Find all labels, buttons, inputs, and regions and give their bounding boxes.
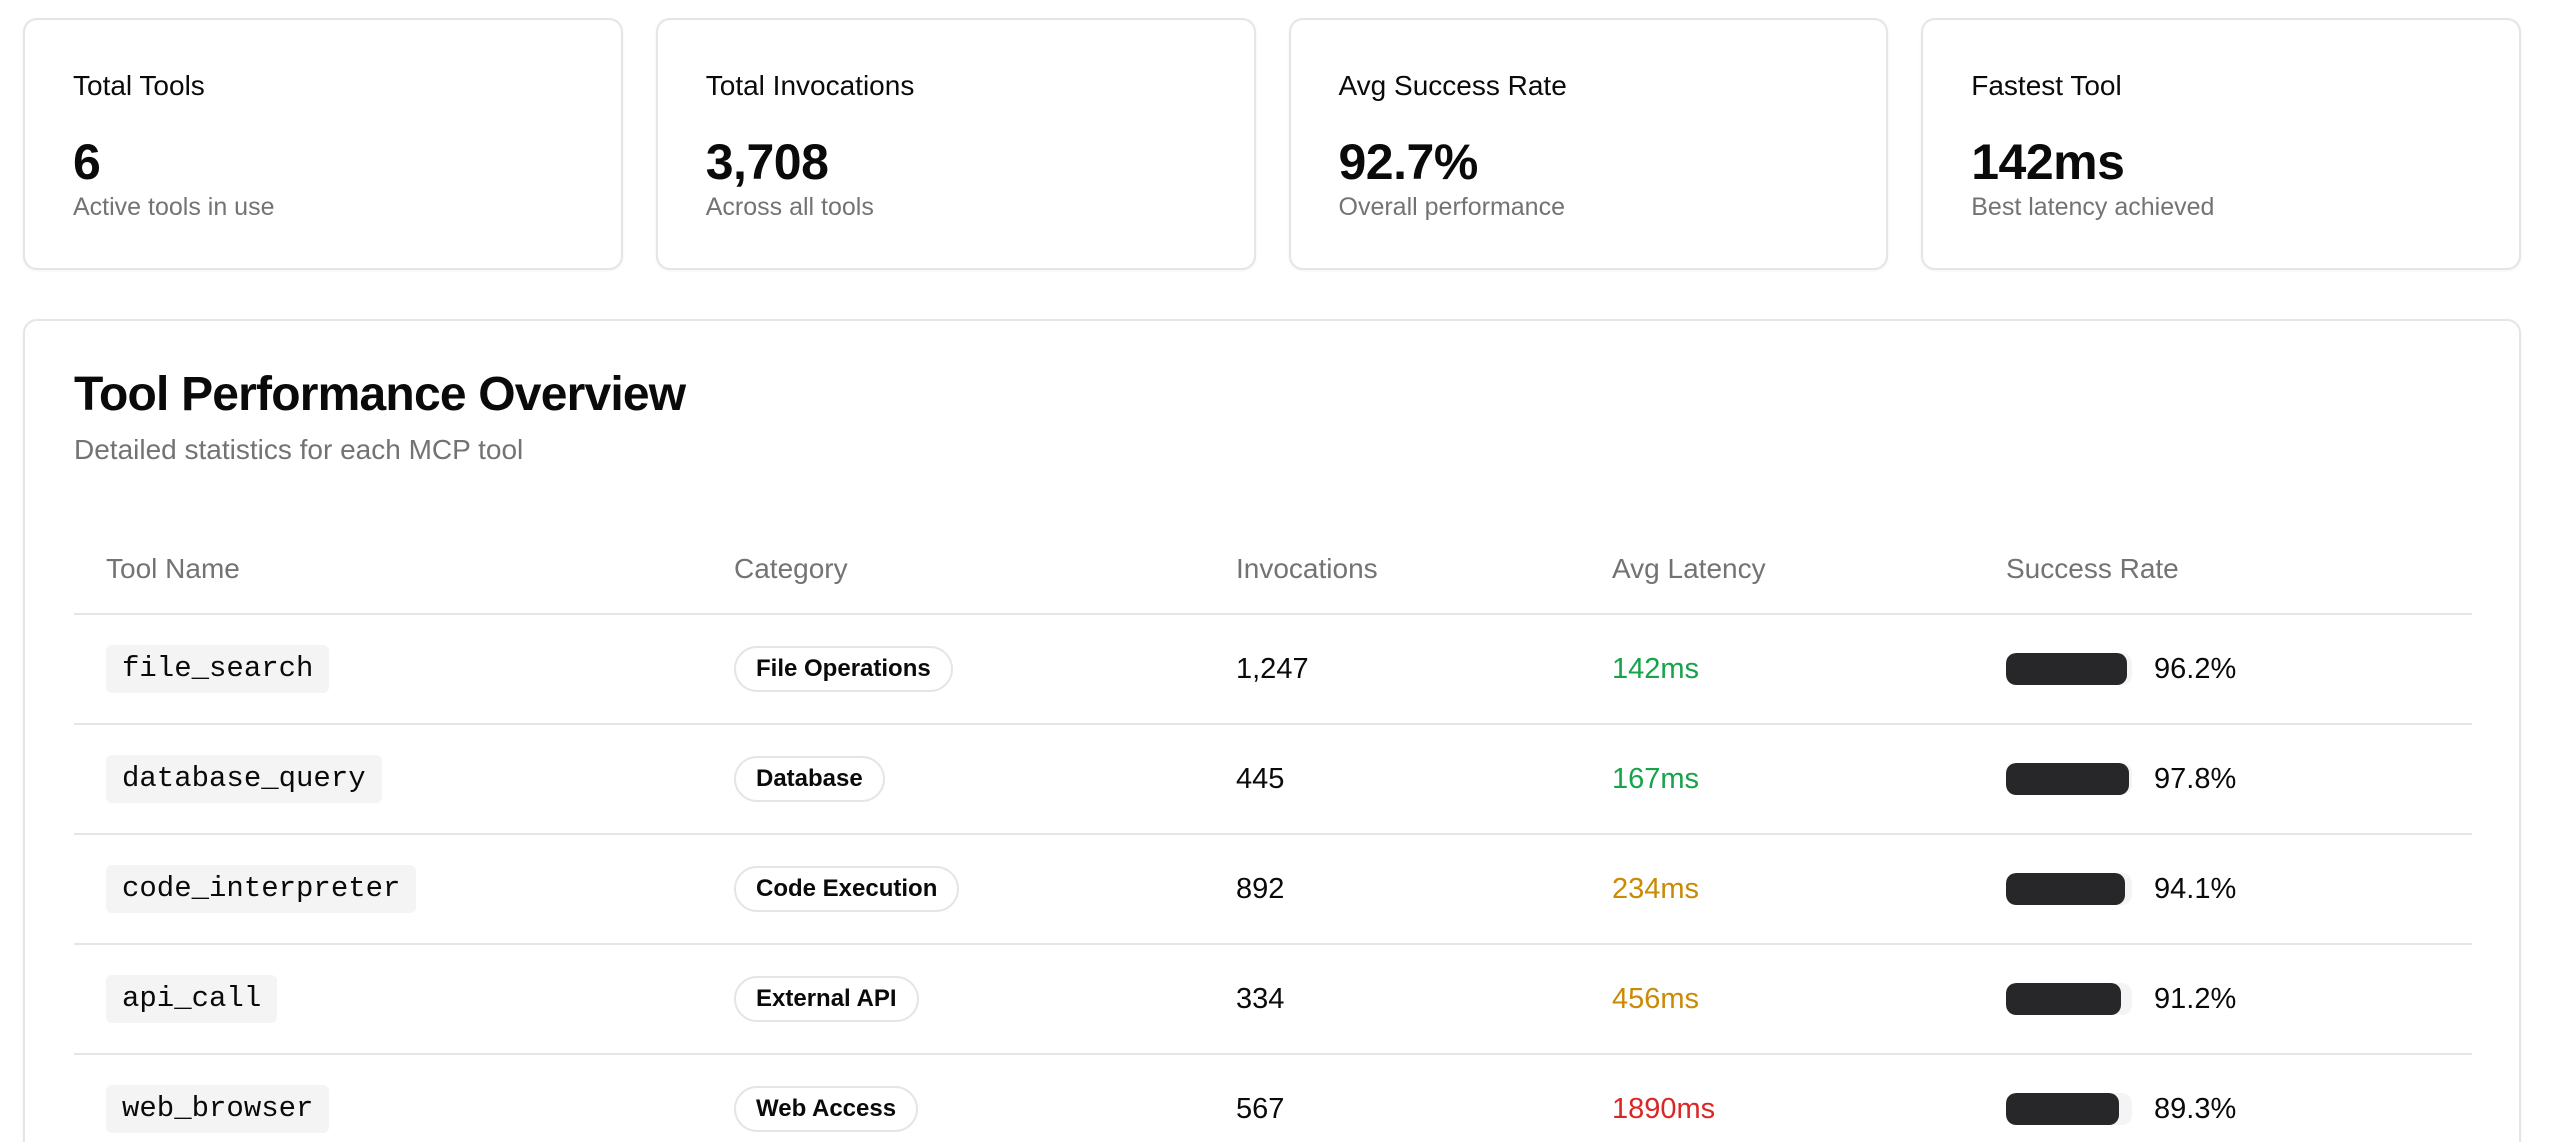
- success-rate-bar: [2006, 983, 2132, 1015]
- card-title: Tool Performance Overview: [74, 368, 686, 421]
- tool-performance-table: Tool Name Category Invocations Avg Laten…: [74, 525, 2472, 1142]
- stat-value: 142ms: [1971, 134, 2125, 190]
- success-rate-bar-fill: [2006, 653, 2128, 685]
- card-subtitle: Detailed statistics for each MCP tool: [74, 434, 524, 465]
- stat-card-total-invocations: Total Invocations 3,708 Across all tools: [655, 18, 1256, 270]
- tool-name: api_call: [106, 975, 278, 1023]
- success-rate-value: 89.3%: [2154, 1092, 2237, 1125]
- table-row[interactable]: web_browser Web Access 567 1890ms 89.3%: [74, 1055, 2472, 1142]
- latency-value: 234ms: [1612, 872, 1700, 905]
- success-rate-bar-fill: [2006, 983, 2121, 1015]
- table-row[interactable]: file_search File Operations 1,247 142ms …: [74, 615, 2472, 725]
- category-badge: Code Execution: [734, 866, 960, 912]
- success-rate-bar: [2006, 873, 2132, 905]
- success-rate-bar-fill: [2006, 873, 2125, 905]
- category-badge: Database: [734, 756, 885, 802]
- success-rate-value: 94.1%: [2154, 872, 2237, 905]
- invocations-value: 334: [1236, 982, 1285, 1015]
- success-rate-value: 91.2%: [2154, 982, 2237, 1015]
- invocations-value: 892: [1236, 872, 1285, 905]
- success-rate-bar-fill: [2006, 763, 2130, 795]
- stat-value: 6: [73, 134, 101, 190]
- tool-name: file_search: [106, 645, 330, 693]
- column-header-invocations[interactable]: Invocations: [1236, 553, 1378, 584]
- table-header-row: Tool Name Category Invocations Avg Laten…: [74, 525, 2472, 615]
- success-rate-bar: [2006, 653, 2132, 685]
- stat-card-avg-success-rate: Avg Success Rate 92.7% Overall performan…: [1288, 18, 1889, 270]
- latency-value: 167ms: [1612, 762, 1700, 795]
- latency-value: 142ms: [1612, 652, 1700, 685]
- table-row[interactable]: database_query Database 445 167ms 97.8%: [74, 725, 2472, 835]
- tool-performance-card: Tool Performance Overview Detailed stati…: [23, 319, 2521, 1142]
- column-header-success-rate[interactable]: Success Rate: [2006, 553, 2179, 584]
- stat-description: Overall performance: [1338, 193, 1565, 221]
- stat-title: Fastest Tool: [1971, 70, 2122, 101]
- stat-description: Active tools in use: [73, 193, 275, 221]
- success-rate-bar: [2006, 763, 2132, 795]
- stat-value: 92.7%: [1338, 134, 1479, 190]
- stat-title: Total Tools: [73, 70, 205, 101]
- success-rate-bar: [2006, 1093, 2132, 1125]
- success-rate-value: 96.2%: [2154, 652, 2237, 685]
- category-badge: File Operations: [734, 646, 953, 692]
- invocations-value: 1,247: [1236, 652, 1309, 685]
- latency-value: 1890ms: [1612, 1092, 1716, 1125]
- table-row[interactable]: code_interpreter Code Execution 892 234m…: [74, 835, 2472, 945]
- stat-description: Best latency achieved: [1971, 193, 2215, 221]
- stat-title: Total Invocations: [705, 70, 915, 101]
- stat-description: Across all tools: [705, 193, 874, 221]
- table-row[interactable]: api_call External API 334 456ms 91.2%: [74, 945, 2472, 1055]
- stat-value: 3,708: [705, 134, 829, 190]
- stats-row: Total Tools 6 Active tools in use Total …: [23, 18, 2521, 270]
- tool-name: database_query: [106, 755, 382, 803]
- stat-card-fastest-tool: Fastest Tool 142ms Best latency achieved: [1921, 18, 2521, 270]
- column-header-avg-latency[interactable]: Avg Latency: [1612, 553, 1766, 584]
- category-badge: External API: [734, 976, 919, 1022]
- invocations-value: 445: [1236, 762, 1285, 795]
- tool-name: code_interpreter: [106, 865, 417, 913]
- success-rate-bar-fill: [2006, 1093, 2119, 1125]
- column-header-tool-name[interactable]: Tool Name: [106, 553, 240, 584]
- column-header-category[interactable]: Category: [734, 553, 848, 584]
- invocations-value: 567: [1236, 1092, 1285, 1125]
- success-rate-value: 97.8%: [2154, 762, 2237, 795]
- stat-card-total-tools: Total Tools 6 Active tools in use: [23, 18, 623, 270]
- tool-name: web_browser: [106, 1085, 330, 1133]
- category-badge: Web Access: [734, 1086, 919, 1132]
- stat-title: Avg Success Rate: [1338, 70, 1567, 101]
- latency-value: 456ms: [1612, 982, 1700, 1015]
